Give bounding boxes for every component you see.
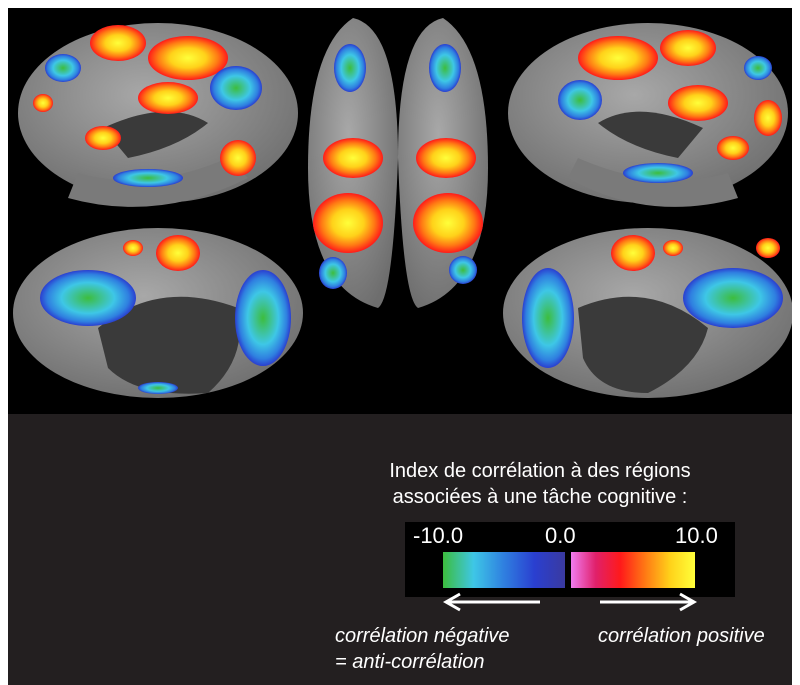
right-arrow-icon xyxy=(600,592,698,612)
left-medial-hemisphere xyxy=(13,228,303,398)
scale-max-label: 10.0 xyxy=(675,523,718,548)
right-lateral-hemisphere xyxy=(508,23,788,207)
caption-line-1: Index de corrélation à des régions xyxy=(389,460,691,482)
dorsal-view xyxy=(308,18,488,308)
anti-correlation-label: = anti-corrélation xyxy=(335,651,485,673)
positive-color-bar xyxy=(571,552,695,588)
brain-maps-panel xyxy=(8,8,792,414)
left-arrow-icon xyxy=(442,592,540,612)
brain-maps-illustration xyxy=(13,18,792,398)
scale-min-label: -10.0 xyxy=(413,523,464,548)
negative-correlation-label: corrélation négative xyxy=(335,625,510,647)
scale-mid-label: 0.0 xyxy=(545,523,576,548)
color-scale: -10.0 0.0 10.0 xyxy=(405,522,735,597)
legend-caption: Index de corrélation à des régions assoc… xyxy=(330,458,750,510)
left-lateral-hemisphere xyxy=(18,23,298,207)
positive-correlation-label: corrélation positive xyxy=(598,625,765,647)
right-medial-hemisphere xyxy=(503,228,792,398)
negative-color-bar xyxy=(443,552,565,588)
direction-arrows xyxy=(442,592,698,612)
caption-line-2: associées à une tâche cognitive : xyxy=(392,486,688,508)
